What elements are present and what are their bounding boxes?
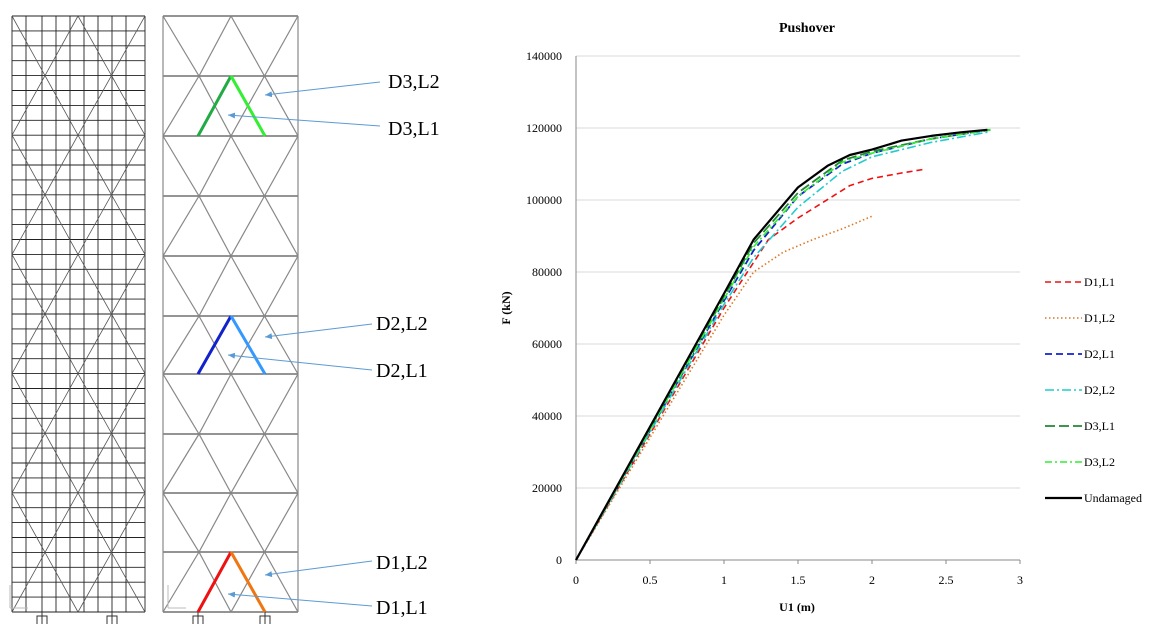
y-tick-label: 80000 [532,265,562,279]
x-tick-labels: 0 0.5 1 1.5 2 2.5 3 [573,573,1023,587]
bracing-chevron [162,372,299,436]
brace [44,254,79,374]
brace [44,15,79,136]
x-tick-label: 2.5 [939,573,954,587]
frame-diagonal-braces [11,15,146,613]
series-line [575,129,991,561]
annotation-label: D3,L2 [388,71,440,93]
y-tick-labels: 0 20000 40000 60000 80000 100000 120000 140000 [526,49,562,567]
legend-label: D2,L1 [1084,347,1115,361]
x-tick-label: 3 [1017,573,1023,587]
legend-label: D2,L2 [1084,383,1115,397]
y-tick-label: 0 [556,553,562,567]
legend-label: Undamaged [1084,491,1142,505]
annotation-label: D1,L1 [376,597,428,619]
annotation-arrow-d3l2 [264,81,381,98]
legend-label: D3,L1 [1084,419,1115,433]
series-line [575,168,924,561]
y-tick-label: 40000 [532,409,562,423]
chart-series [575,128,991,561]
annotation-label: D1,L2 [376,552,428,574]
y-tick-label: 20000 [532,481,562,495]
frame-supports [36,612,118,624]
bracing-chevron [162,74,299,138]
brace [44,373,79,493]
series-line [575,130,991,561]
damaged-member [196,551,233,613]
brace [111,373,146,493]
support-base [106,615,118,624]
annotation-arrow-d1l1 [227,591,373,607]
damage-annotations: D3,L2 D3,L1 D2,L2 D2,L1 D1,L2 D1,L1 [227,71,440,619]
damaged-member [196,315,233,375]
bracing-chevron [162,550,299,614]
chart-title: Pushover [779,21,835,36]
annotation-arrow-d1l2 [264,560,373,578]
bracing-structure [162,14,299,624]
series-line [575,215,873,561]
y-tick-label: 120000 [526,121,562,135]
support-base [36,615,48,624]
annotation-arrow-d2l1 [227,352,373,371]
series-line [575,128,991,561]
bracing-chevron [162,314,299,376]
y-tick-label: 60000 [532,337,562,351]
brace [111,135,146,255]
brace [44,492,79,613]
x-tick-label: 0.5 [643,573,658,587]
x-tick-label: 1 [721,573,727,587]
chart-legend: D1,L1 D1,L2 D2,L1 D2,L2 D3,L1 D3,L2 Undamaged [1045,275,1142,505]
x-tick-label: 1.5 [791,573,806,587]
building-frame-model [9,15,146,624]
brace [111,15,146,136]
legend-label: D1,L1 [1084,275,1115,289]
damaged-member [229,551,267,613]
brace [111,254,146,374]
brace [111,492,146,613]
legend-label: D1,L2 [1084,311,1115,325]
damaged-members [196,75,267,613]
axis-triad-icon [9,585,28,609]
y-axis-label: F (kN) [499,291,513,324]
annotation-label: D3,L1 [388,118,440,140]
bracing-chevron [162,254,299,318]
support-base [259,615,271,624]
brace [44,135,79,255]
chart-gridlines [576,55,1020,489]
y-tick-label: 140000 [526,49,562,63]
chart-axes [575,56,1021,564]
bracing-chevron [162,194,299,258]
x-tick-label: 2 [869,573,875,587]
annotation-label: D2,L2 [376,313,428,335]
bracing-chevron [162,432,299,495]
support-base [192,615,204,624]
legend-label: D3,L2 [1084,455,1115,469]
damaged-member [229,75,267,137]
bracing-chevron [162,491,299,554]
annotation-arrow-d2l2 [264,323,373,340]
bracing-chevron [162,14,299,78]
annotation-label: D2,L1 [376,360,428,382]
damaged-member [229,315,267,375]
frame-grid [11,15,146,613]
bracing-chevron [162,134,299,198]
damage-location-diagram: D3,L2 D3,L1 D2,L2 D2,L1 D1,L2 D1,L1 [162,14,440,624]
y-tick-label: 100000 [526,193,562,207]
series-line [575,128,991,561]
annotation-arrow-d3l1 [227,112,381,127]
x-tick-label: 0 [573,573,579,587]
series-line [575,128,988,561]
pushover-chart: Pushover 0200004000060000800001000001200… [499,21,1142,614]
damaged-member [196,75,233,137]
x-axis-label: U1 (m) [779,600,815,614]
